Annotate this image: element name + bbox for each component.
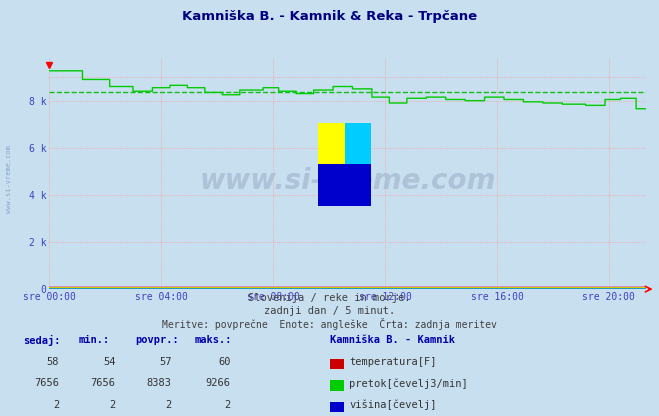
- Text: Kamniška B. - Kamnik & Reka - Trpčane: Kamniška B. - Kamnik & Reka - Trpčane: [182, 10, 477, 23]
- Text: min.:: min.:: [79, 335, 110, 345]
- Text: 57: 57: [159, 357, 171, 366]
- Bar: [318, 164, 372, 206]
- Text: 2: 2: [109, 400, 115, 410]
- Text: 9266: 9266: [206, 378, 231, 388]
- Text: povpr.:: povpr.:: [135, 335, 179, 345]
- Text: 7656: 7656: [90, 378, 115, 388]
- Text: 2: 2: [165, 400, 171, 410]
- Text: zadnji dan / 5 minut.: zadnji dan / 5 minut.: [264, 306, 395, 316]
- Text: 2: 2: [225, 400, 231, 410]
- Text: pretok[čevelj3/min]: pretok[čevelj3/min]: [349, 378, 468, 389]
- Text: sedaj:: sedaj:: [23, 335, 61, 346]
- Text: 7656: 7656: [34, 378, 59, 388]
- Text: 58: 58: [47, 357, 59, 366]
- Bar: [345, 123, 372, 164]
- Text: 54: 54: [103, 357, 115, 366]
- Text: 60: 60: [218, 357, 231, 366]
- Text: 2: 2: [53, 400, 59, 410]
- Bar: [318, 123, 345, 164]
- Text: 8383: 8383: [146, 378, 171, 388]
- Text: Slovenija / reke in morje.: Slovenija / reke in morje.: [248, 293, 411, 303]
- Text: temperatura[F]: temperatura[F]: [349, 357, 437, 366]
- Text: Meritve: povprečne  Enote: angleške  Črta: zadnja meritev: Meritve: povprečne Enote: angleške Črta:…: [162, 318, 497, 330]
- Text: Kamniška B. - Kamnik: Kamniška B. - Kamnik: [330, 335, 455, 345]
- Text: višina[čevelj]: višina[čevelj]: [349, 400, 437, 410]
- Text: www.si-vreme.com: www.si-vreme.com: [5, 145, 12, 213]
- Text: maks.:: maks.:: [194, 335, 232, 345]
- Text: www.si-vreme.com: www.si-vreme.com: [200, 166, 496, 195]
